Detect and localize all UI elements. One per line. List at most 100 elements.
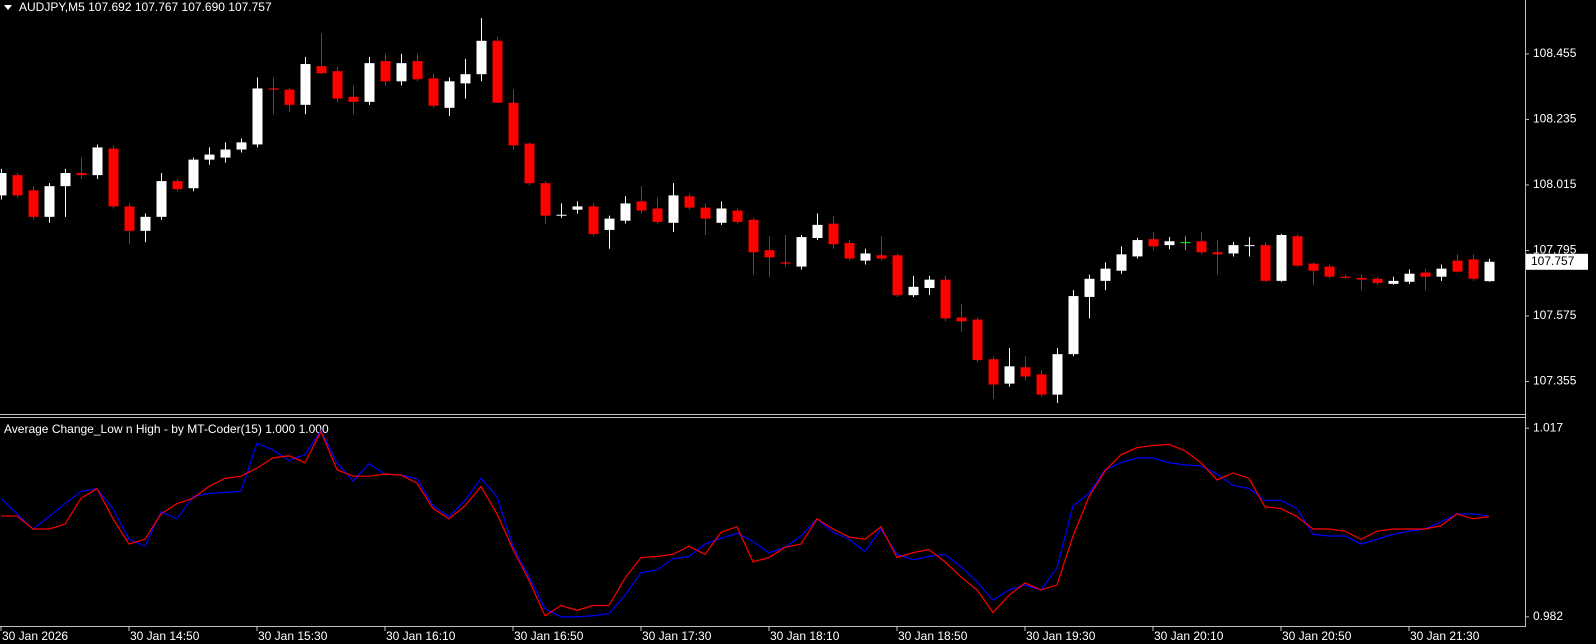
candle-body bbox=[1276, 234, 1287, 281]
candle-body bbox=[636, 201, 647, 211]
candle-body bbox=[396, 63, 407, 82]
candle-body bbox=[700, 207, 711, 219]
candle-body bbox=[796, 237, 807, 267]
indicator-title: Average Change_Low n High - by MT-Coder(… bbox=[4, 422, 329, 436]
candle-body bbox=[748, 219, 759, 253]
candle-body bbox=[188, 159, 199, 189]
candle-body bbox=[844, 243, 855, 259]
candle-body bbox=[380, 61, 391, 82]
candle-body bbox=[524, 143, 535, 184]
candle-body bbox=[1292, 236, 1303, 266]
y-tick-label: 1.017 bbox=[1533, 420, 1563, 434]
chart-title: AUDJPY,M5 107.692 107.767 107.690 107.75… bbox=[19, 0, 272, 14]
candle-body bbox=[348, 96, 359, 102]
candle-body bbox=[12, 175, 23, 196]
candle-body bbox=[1484, 261, 1495, 282]
candle-body bbox=[1308, 263, 1319, 271]
y-tick-label: 107.355 bbox=[1533, 374, 1577, 388]
indicator-line bbox=[0, 429, 1490, 618]
y-tick-label: 108.015 bbox=[1533, 177, 1577, 191]
candle-body bbox=[668, 195, 679, 223]
candle-body bbox=[1356, 277, 1367, 280]
candle-body bbox=[1052, 354, 1063, 395]
candle-body bbox=[364, 63, 375, 102]
candle-body bbox=[172, 181, 183, 190]
candle-body bbox=[476, 40, 487, 75]
candle-body bbox=[1340, 276, 1351, 278]
candle-body bbox=[540, 183, 551, 216]
candle-body bbox=[0, 173, 7, 196]
candle-body bbox=[316, 66, 327, 74]
candle-body bbox=[604, 218, 615, 230]
candle-body bbox=[1132, 240, 1143, 257]
candle-body bbox=[1372, 278, 1383, 283]
x-tick-label: 30 Jan 18:10 bbox=[770, 629, 840, 643]
candle-body bbox=[1212, 252, 1223, 255]
candle-body bbox=[908, 286, 919, 296]
collapse-triangle[interactable] bbox=[4, 5, 12, 10]
candle-body bbox=[764, 250, 775, 258]
candle-body bbox=[412, 61, 423, 80]
candle-body bbox=[812, 224, 823, 238]
candle-body bbox=[1116, 254, 1127, 271]
candle-body bbox=[924, 279, 935, 289]
candle-body bbox=[1468, 259, 1479, 279]
candle-body bbox=[108, 148, 119, 207]
candle-body bbox=[972, 319, 983, 361]
candle-body bbox=[732, 210, 743, 222]
current-price-marker bbox=[1526, 253, 1588, 270]
candle-body bbox=[684, 196, 695, 208]
candle-body bbox=[332, 71, 343, 99]
candle-body bbox=[780, 262, 791, 264]
candle-body bbox=[156, 181, 167, 217]
candle-body bbox=[956, 317, 967, 322]
candle-body bbox=[1436, 268, 1447, 277]
candle-body bbox=[892, 255, 903, 296]
x-tick-label: 30 Jan 2026 bbox=[2, 629, 68, 643]
candle-body bbox=[1148, 239, 1159, 247]
candle-body bbox=[940, 279, 951, 319]
candle-body bbox=[492, 40, 503, 103]
x-tick-label: 30 Jan 17:30 bbox=[642, 629, 712, 643]
candle-body bbox=[1020, 367, 1031, 377]
candle-body bbox=[988, 359, 999, 385]
candle-body bbox=[268, 88, 279, 90]
candle-body bbox=[572, 206, 583, 210]
candle-body bbox=[828, 223, 839, 245]
candle-body bbox=[716, 208, 727, 223]
x-tick-label: 30 Jan 19:30 bbox=[1026, 629, 1096, 643]
x-tick-label: 30 Jan 16:50 bbox=[514, 629, 584, 643]
candle-body bbox=[1388, 280, 1399, 284]
x-tick-label: 30 Jan 16:10 bbox=[386, 629, 456, 643]
candle-body bbox=[124, 206, 135, 231]
candle-body bbox=[44, 186, 55, 217]
candle-body bbox=[1100, 268, 1111, 281]
candle-body bbox=[1036, 374, 1047, 395]
x-tick-label: 30 Jan 15:30 bbox=[258, 629, 328, 643]
candle-body bbox=[556, 214, 567, 216]
candle-body bbox=[1452, 260, 1463, 272]
candle-body bbox=[860, 253, 871, 261]
x-tick-label: 30 Jan 20:50 bbox=[1282, 629, 1352, 643]
candle-body bbox=[300, 64, 311, 105]
candle-body bbox=[220, 149, 231, 158]
indicator-line bbox=[1, 430, 1490, 617]
candle-body bbox=[92, 147, 103, 176]
candle-body bbox=[444, 81, 455, 108]
y-tick-label: 108.235 bbox=[1533, 112, 1577, 126]
candle-body bbox=[1180, 242, 1191, 244]
candle-body bbox=[876, 255, 887, 259]
y-tick-label: 107.575 bbox=[1533, 308, 1577, 322]
candle-body bbox=[588, 206, 599, 235]
candle-body bbox=[1196, 241, 1207, 253]
candle-body bbox=[76, 173, 87, 176]
candle-body bbox=[140, 216, 151, 231]
candle-body bbox=[60, 173, 71, 187]
y-tick-label: 108.455 bbox=[1533, 46, 1577, 60]
candle-body bbox=[284, 89, 295, 105]
y-tick-label: 0.982 bbox=[1533, 609, 1563, 623]
candle-body bbox=[1068, 296, 1079, 355]
candle-body bbox=[1228, 245, 1239, 254]
candle-body bbox=[1084, 278, 1095, 297]
